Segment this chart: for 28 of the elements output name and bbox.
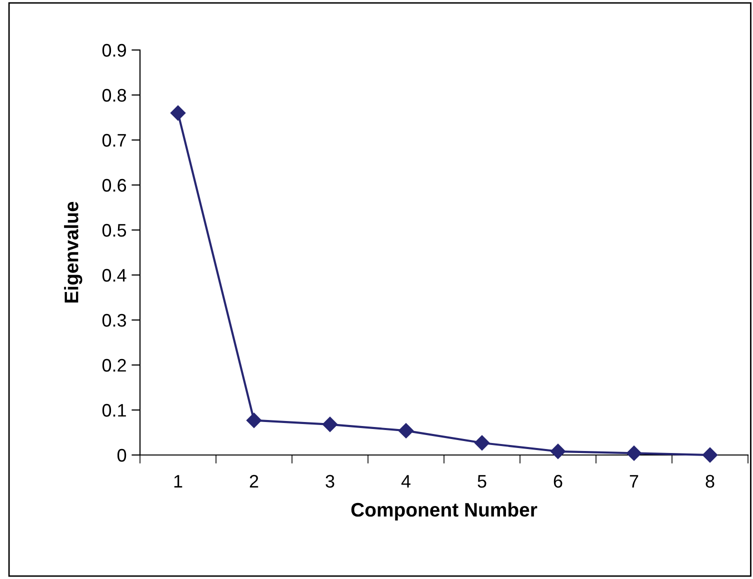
point: [322, 416, 338, 432]
x-tick-label: 6: [554, 474, 562, 488]
point: [170, 105, 186, 121]
x-tick-label: 2: [250, 474, 258, 488]
x-tick-label: 7: [630, 475, 638, 488]
point: [702, 447, 718, 463]
y-tick-label: 0.6: [102, 178, 126, 192]
y-tick-label: 0: [117, 448, 126, 462]
x-tick-label: 4: [401, 475, 410, 488]
y-tick-label: 0.2: [102, 358, 126, 372]
point: [474, 435, 490, 450]
x-tick-label: 8: [706, 474, 714, 488]
y-tick-label: 0.8: [102, 88, 126, 102]
x-axis-title: Component Number: [351, 502, 538, 521]
y-axis-title: Eigenvalue: [64, 202, 82, 303]
y-tick-label: 0.9: [102, 44, 126, 57]
x-tick-label: 3: [326, 474, 334, 488]
point: [550, 444, 566, 459]
y-tick-label: 0.4: [102, 268, 126, 282]
y-tick-label: 0.5: [102, 224, 126, 237]
y-tick-label: 0.3: [102, 314, 126, 327]
point: [246, 412, 262, 428]
point: [626, 446, 642, 461]
point: [398, 423, 414, 438]
y-tick-label: 0.1: [102, 404, 126, 417]
y-tick-label: 0.7: [102, 134, 126, 147]
x-tick-label: 5: [478, 475, 486, 488]
x-tick-label: 1: [174, 475, 182, 488]
